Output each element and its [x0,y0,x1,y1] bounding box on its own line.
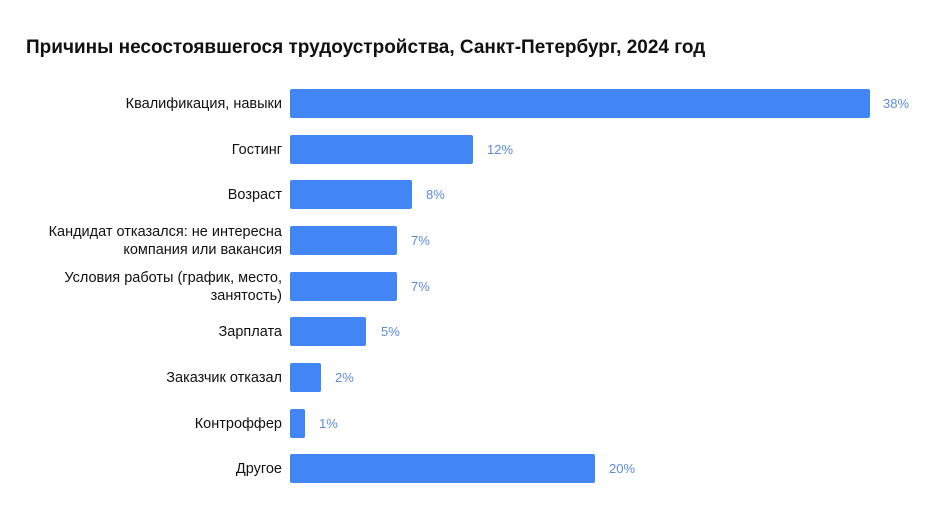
value-label: 20% [609,461,636,476]
category-label: Зарплата [218,324,283,340]
category-label: Заказчик отказал [166,370,282,386]
category-label: Другое [235,461,282,477]
bar [290,317,366,346]
chart-row: Заказчик отказал 2% [0,363,940,393]
category-label: Контроффер [194,416,282,432]
bar [290,363,321,392]
value-label: 2% [335,370,354,385]
bar [290,89,870,118]
value-label: 5% [381,324,400,339]
chart-row: Возраст 8% [0,180,940,210]
category-label: Условия работы (график, место, занятость… [64,270,282,304]
value-label: 8% [426,187,445,202]
value-label: 7% [411,279,430,294]
value-label: 1% [319,416,338,431]
chart-row: Квалификация, навыки 38% [0,89,940,119]
bar [290,226,397,255]
bar [290,454,595,483]
value-label: 12% [487,142,514,157]
chart-row: Контроффер 1% [0,409,940,439]
bar [290,272,397,301]
chart-title: Причины несостоявшегося трудоустройства,… [26,37,706,58]
chart-row: Кандидат отказался: не интересна компани… [0,224,940,258]
category-label: Квалификация, навыки [125,96,282,112]
bar [290,409,305,438]
bar [290,180,412,209]
value-label: 38% [883,96,910,111]
category-label: Возраст [227,187,282,203]
chart-row: Зарплата 5% [0,317,940,347]
value-label: 7% [411,233,430,248]
chart-row: Условия работы (график, место, занятость… [0,270,940,304]
category-label: Гостинг [231,142,282,158]
chart-row: Гостинг 12% [0,135,940,165]
chart-row: Другое 20% [0,454,940,484]
bar [290,135,473,164]
category-label: Кандидат отказался: не интересна компани… [48,224,282,258]
